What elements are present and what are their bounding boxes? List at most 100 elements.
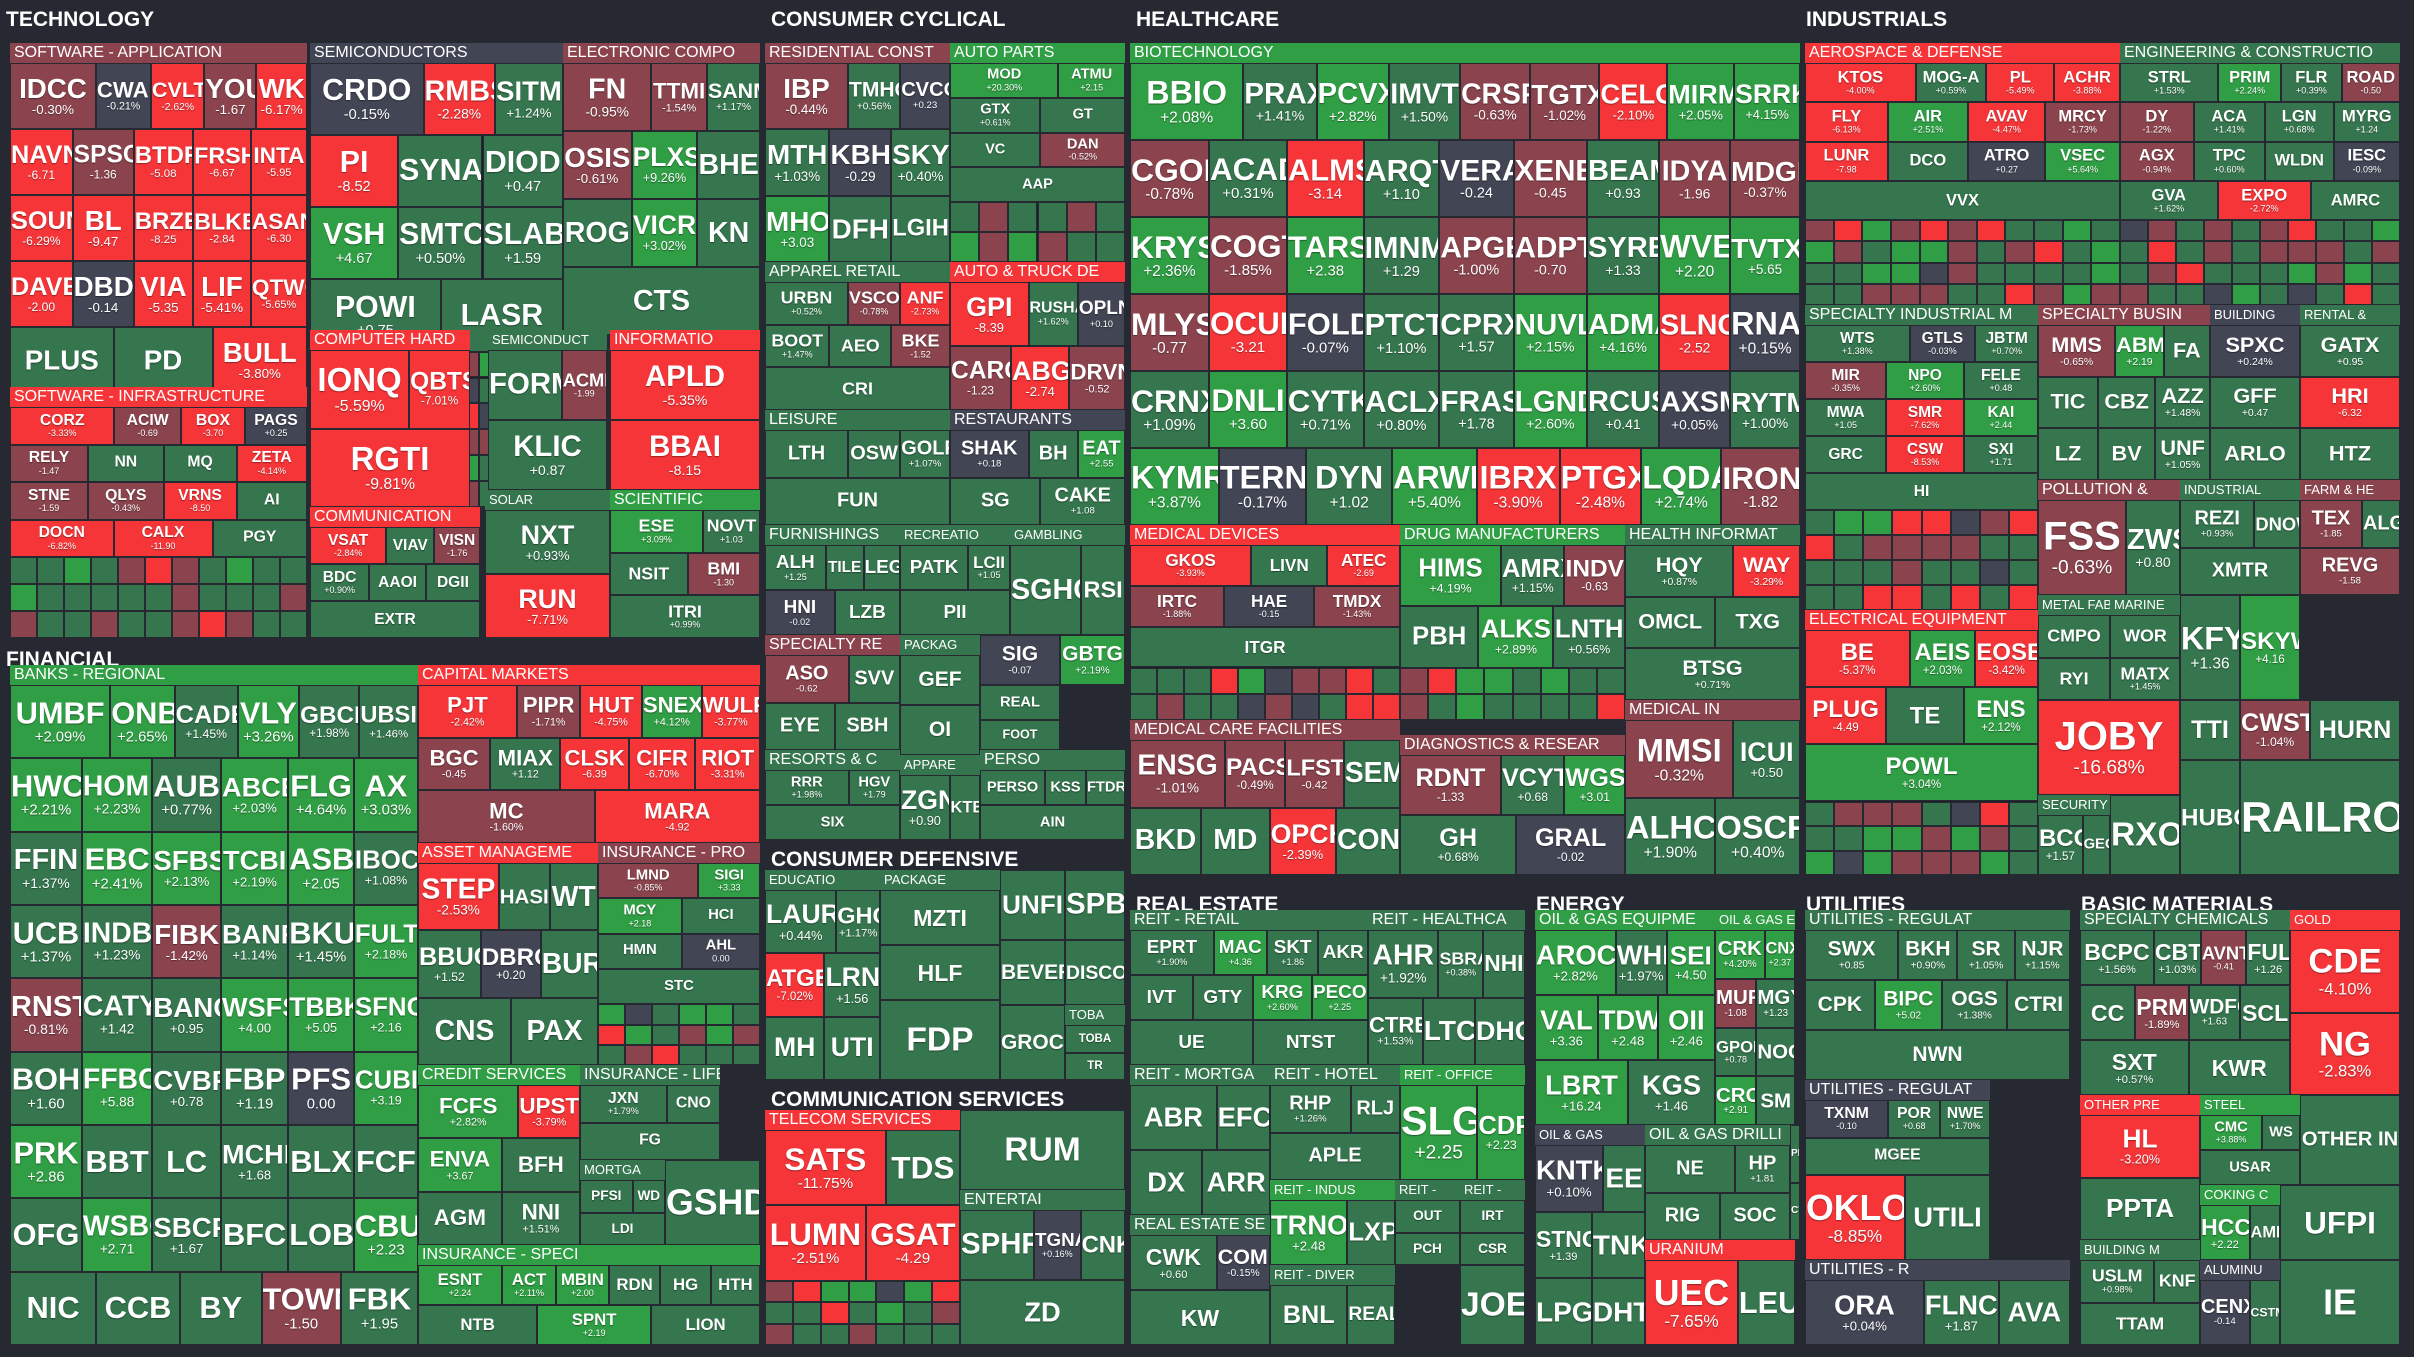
ticker-tile[interactable]: PI -8.52 [310,135,399,208]
ticker-tile[interactable]: GKOS -3.93% [1130,545,1252,586]
ticker-tile[interactable] [2008,826,2038,851]
ticker-tile[interactable] [1805,283,1834,305]
ticker-tile[interactable]: RNA +0.15% [1730,294,1800,371]
ticker-tile[interactable]: DHT [1591,1278,1645,1345]
ticker-tile[interactable]: HGV +1.79 [848,770,900,805]
ticker-tile[interactable]: LNTH +0.56% [1553,606,1625,668]
ticker-tile[interactable]: FLY -6.13% [1805,102,1888,142]
ticker-tile[interactable] [765,1280,793,1302]
ticker-tile[interactable] [1095,232,1125,262]
ticker-tile[interactable]: AVNT -0.41 [2200,930,2247,985]
ticker-tile[interactable]: KYMR +3.87% [1130,448,1219,525]
ticker-tile[interactable]: NHI [1482,930,1525,998]
ticker-tile[interactable]: AAOI [369,564,426,601]
ticker-tile[interactable]: LGN +0.68% [2264,102,2334,142]
ticker-tile[interactable]: AMR [2249,1205,2280,1260]
ticker-tile[interactable]: HL -3.20% [2080,1115,2200,1178]
ticker-tile[interactable]: AHL 0.00 [681,933,760,970]
ticker-tile[interactable]: APLE [1270,1132,1400,1180]
ticker-tile[interactable]: POR +0.68 [1888,1100,1941,1138]
ticker-tile[interactable] [1921,585,1951,610]
ticker-tile[interactable]: OSCR+0.40% [1715,797,1800,875]
ticker-tile[interactable]: CNK [1080,1210,1125,1280]
ticker-tile[interactable] [2091,283,2120,305]
ticker-tile[interactable]: REVG -1.58 [2300,547,2400,595]
ticker-tile[interactable]: ONB +2.65% [110,685,175,759]
ticker-tile[interactable] [2372,262,2400,284]
ticker-tile[interactable]: PLUS [10,327,114,393]
ticker-tile[interactable]: IBP -0.44% [765,63,848,130]
ticker-tile[interactable]: BE -5.37% [1805,630,1910,688]
ticker-tile[interactable]: KNTK+0.10% [1535,1145,1604,1212]
ticker-tile[interactable]: CRNX+1.09% [1130,371,1210,448]
ticker-tile[interactable]: AAP [950,167,1125,203]
ticker-tile[interactable] [2372,241,2400,263]
ticker-tile[interactable]: SPB [1065,870,1125,940]
ticker-tile[interactable]: BBIO +2.08% [1130,63,1244,140]
ticker-tile[interactable]: RAILRO [2240,760,2400,875]
ticker-tile[interactable] [950,232,980,262]
ticker-tile[interactable] [1834,801,1864,826]
ticker-tile[interactable]: PII [900,590,1010,635]
ticker-tile[interactable]: STC [598,969,760,1005]
ticker-tile[interactable]: PLUG -4.49 [1805,687,1887,745]
ticker-tile[interactable] [2091,241,2120,263]
ticker-tile[interactable]: ACHR -3.88% [2054,63,2120,103]
ticker-tile[interactable]: AMRC [2310,180,2400,221]
ticker-tile[interactable] [1833,241,1863,263]
ticker-tile[interactable]: NE [1645,1145,1735,1193]
ticker-tile[interactable]: INDV -0.63 [1564,545,1625,607]
ticker-tile[interactable]: RNST-0.81% [10,978,82,1052]
ticker-tile[interactable]: NNI +1.51% [501,1191,580,1245]
ticker-tile[interactable]: WS [2261,1115,2300,1150]
ticker-tile[interactable]: TNK [1591,1211,1645,1279]
ticker-tile[interactable] [1833,220,1863,242]
ticker-tile[interactable]: XMTR [2180,547,2300,595]
ticker-tile[interactable]: VERA-0.24 [1439,140,1514,217]
ticker-tile[interactable]: AGX -0.94% [2120,141,2194,181]
ticker-tile[interactable]: SGHC [1010,545,1082,635]
ticker-tile[interactable]: LIF -5.41% [193,261,251,327]
ticker-tile[interactable] [1950,560,1980,586]
ticker-tile[interactable]: IVT [1130,975,1193,1020]
ticker-tile[interactable] [2204,241,2232,263]
ticker-tile[interactable]: BIPC +5.02 [1874,980,1943,1030]
ticker-tile[interactable]: HCC +2.22 [2200,1205,2250,1260]
ticker-tile[interactable] [820,1302,849,1324]
ticker-tile[interactable]: WGS +3.01 [1564,755,1625,815]
ticker-tile[interactable] [2034,241,2063,263]
ticker-tile[interactable] [2148,220,2176,242]
ticker-tile[interactable]: FOLD-0.07% [1286,294,1364,371]
ticker-tile[interactable] [1540,693,1569,720]
ticker-tile[interactable] [904,1280,933,1302]
ticker-tile[interactable]: AEIS +2.03% [1909,630,1976,688]
ticker-tile[interactable]: WK -6.17% [256,63,307,129]
ticker-tile[interactable]: VAL +3.36 [1535,995,1598,1060]
ticker-tile[interactable]: RMBS-2.28% [423,63,495,136]
ticker-tile[interactable] [1805,220,1834,242]
ticker-tile[interactable]: GEF [900,655,980,705]
ticker-tile[interactable] [848,1280,877,1302]
ticker-tile[interactable]: ENSG -1.01% [1130,740,1225,808]
ticker-tile[interactable]: AI [236,482,307,520]
ticker-tile[interactable]: CIFR -6.70% [628,737,696,791]
ticker-tile[interactable] [2034,283,2063,305]
ticker-tile[interactable]: GHC+1.17% [836,890,880,954]
ticker-tile[interactable] [598,1024,625,1045]
ticker-tile[interactable]: KRYS+2.36% [1130,217,1210,294]
ticker-tile[interactable] [1540,667,1569,694]
ticker-tile[interactable]: ICUI +0.50 [1733,720,1800,798]
ticker-tile[interactable] [2232,220,2260,242]
ticker-tile[interactable]: STRL +1.53% [2120,63,2219,103]
ticker-tile[interactable]: UE [1130,1020,1253,1065]
ticker-tile[interactable] [91,557,118,585]
ticker-tile[interactable]: SLAB +1.59 [482,207,563,280]
ticker-tile[interactable]: AMRX+1.15% [1500,545,1565,607]
ticker-tile[interactable]: FTDR [1085,770,1125,805]
ticker-tile[interactable]: ARR [1202,1150,1270,1215]
ticker-tile[interactable] [2005,262,2035,284]
ticker-tile[interactable] [2148,283,2176,305]
ticker-tile[interactable]: SPHR [960,1210,1035,1280]
ticker-tile[interactable]: AXSM+0.05% [1659,371,1731,448]
ticker-tile[interactable] [706,1024,733,1045]
